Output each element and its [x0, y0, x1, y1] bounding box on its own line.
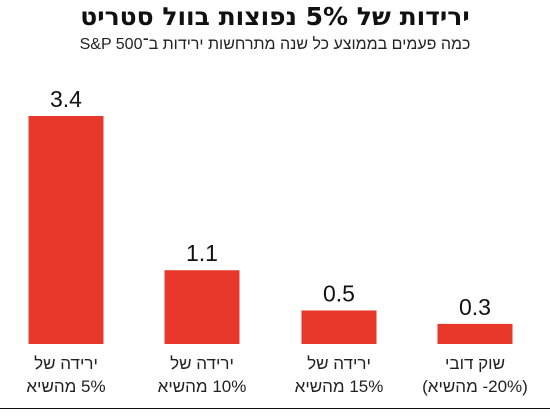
data-label: 0.5 [323, 280, 355, 306]
chart-title: ירידות של 5% נפוצות בוול סטריט [80, 2, 470, 31]
category-label: 5% מהשיא [26, 377, 105, 396]
bar [301, 310, 377, 344]
bar [164, 270, 240, 344]
bar [437, 323, 513, 344]
category-label: 10% מהשיא [158, 377, 247, 396]
data-label: 1.1 [186, 240, 218, 266]
category-label: 15% מהשיא [295, 377, 384, 396]
data-label: 3.4 [50, 86, 82, 112]
category-label: ירידה של [170, 354, 234, 373]
category-label: ירידה של [34, 354, 98, 373]
category-label: שוק דובי [445, 354, 505, 373]
category-label: ירידה של [307, 354, 371, 373]
bar [28, 116, 104, 344]
chart-subtitle: כמה פעמים בממוצע כל שנה מתרחשות ירידות ב… [79, 36, 471, 53]
category-label: (20%- מהשיא) [422, 377, 528, 396]
data-label: 0.3 [459, 294, 491, 320]
